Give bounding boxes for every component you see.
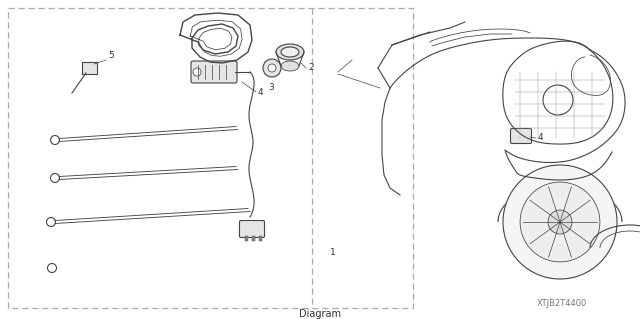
Bar [259,236,262,241]
Circle shape [503,165,617,279]
Circle shape [51,136,60,145]
Text: 5: 5 [108,51,114,60]
Text: XTJB2T4400: XTJB2T4400 [537,300,587,308]
Text: 3: 3 [268,83,274,92]
Circle shape [543,85,573,115]
Circle shape [51,174,60,182]
FancyBboxPatch shape [511,129,531,144]
FancyBboxPatch shape [239,220,264,238]
Text: 1: 1 [330,248,335,257]
FancyBboxPatch shape [191,61,237,83]
Circle shape [520,182,600,262]
Ellipse shape [276,44,304,60]
Bar [245,236,248,241]
Ellipse shape [281,47,299,57]
Text: 4: 4 [258,88,264,97]
FancyBboxPatch shape [82,62,97,74]
Circle shape [47,218,56,226]
Text: 2: 2 [308,63,314,72]
Text: 4: 4 [538,133,543,142]
Text: Diagram: Diagram [299,309,341,319]
Circle shape [263,59,281,77]
Ellipse shape [281,61,299,71]
Circle shape [47,263,56,272]
Circle shape [548,210,572,234]
Circle shape [193,68,201,76]
Bar [252,236,255,241]
Circle shape [268,64,276,72]
